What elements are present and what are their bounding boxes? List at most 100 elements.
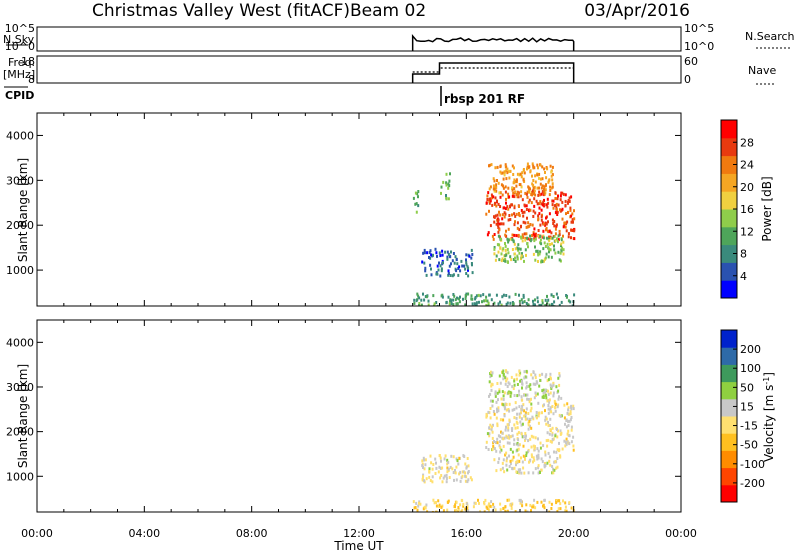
power-cell (516, 221, 519, 225)
power-cell (557, 296, 559, 300)
power-cell (557, 250, 560, 254)
velocity-cell (515, 406, 518, 410)
velocity-cell (529, 409, 532, 413)
velocity-cell (516, 426, 519, 430)
power-cell (526, 167, 528, 171)
power-panel: Slant Range [km] 1000 2000 3000 4000 (6, 112, 682, 307)
velocity-cell (443, 457, 446, 461)
velocity-cell (549, 406, 552, 410)
velocity-cell (502, 444, 505, 448)
velocity-cell (506, 371, 509, 375)
velocity-cell (528, 419, 531, 423)
velocity-cell (433, 501, 436, 505)
velocity-cell (464, 474, 467, 478)
power-cell (428, 251, 431, 254)
velocity-cell (520, 411, 522, 415)
power-cell (530, 201, 533, 205)
power-cell (559, 198, 562, 202)
velocity-cell (525, 454, 528, 457)
power-cell (543, 185, 546, 189)
velocity-cell (521, 460, 524, 464)
velocity-cell (570, 404, 573, 408)
velocity-cell (473, 501, 476, 505)
velocity-cell (464, 507, 467, 511)
power-cell (499, 165, 502, 169)
power-cell (489, 224, 492, 228)
velocity-cell (523, 376, 526, 380)
velocity-cell (530, 453, 533, 457)
power-cell (513, 233, 516, 237)
power-cell (417, 195, 419, 199)
power-cell (551, 173, 554, 177)
velocity-cell (485, 440, 488, 444)
velocity-cell (546, 444, 549, 448)
velocity-heatmap (412, 369, 575, 512)
velocity-cell (549, 428, 552, 432)
power-cell (463, 264, 465, 268)
velocity-cell (489, 416, 492, 420)
power-yticks: 1000 2000 3000 4000 (6, 129, 681, 277)
velocity-cell (524, 417, 527, 421)
power-cell (553, 248, 556, 252)
velocity-cell (534, 376, 537, 380)
velocity-cell (486, 414, 488, 418)
power-cell (415, 299, 418, 303)
nave-trace (412, 67, 574, 73)
velocity-cell (524, 413, 527, 417)
power-cell (528, 198, 531, 202)
power-cell (543, 241, 546, 245)
velocity-cell (543, 403, 545, 407)
power-cell (498, 243, 501, 247)
power-cell (550, 170, 553, 174)
power-cell (488, 201, 491, 205)
power-cell (547, 180, 550, 184)
power-cell (465, 261, 468, 265)
velocity-cell (521, 380, 523, 383)
power-cell (541, 203, 544, 207)
power-cell (467, 268, 469, 272)
velocity-xticks: 00:00 04:00 08:00 12:00 16:00 20:00 00:00 (21, 320, 697, 540)
velocity-cell (502, 377, 505, 381)
power-cell (520, 298, 523, 302)
velocity-cell (520, 432, 523, 436)
power-cell (509, 237, 512, 241)
velocity-cell (515, 373, 518, 377)
velocity-cell (488, 394, 490, 398)
power-cell (531, 162, 534, 166)
power-cell (531, 223, 534, 227)
velocity-cell (492, 444, 495, 448)
power-cell (507, 227, 510, 231)
power-cell (451, 259, 454, 263)
power-cell (512, 240, 515, 244)
velocity-cell (457, 462, 460, 466)
velocity-cell (474, 501, 477, 505)
velocity-cell (512, 455, 515, 459)
velocity-cell (534, 467, 537, 471)
power-cell (515, 179, 518, 183)
velocity-cell (467, 471, 469, 475)
velocity-cell (568, 419, 571, 423)
velocity-cell (438, 454, 441, 458)
power-cell (516, 246, 519, 250)
power-cell (435, 301, 438, 304)
velocity-cell (548, 510, 551, 512)
power-cell (541, 301, 544, 305)
velocity-cell (527, 439, 530, 443)
velocity-cell (492, 410, 495, 413)
velocity-cell (563, 416, 566, 420)
velocity-cell (542, 391, 545, 394)
velocity-cell (549, 463, 552, 467)
power-cell (412, 196, 415, 200)
power-cell (571, 304, 574, 306)
power-cell (493, 185, 496, 189)
velocity-cell (521, 504, 524, 508)
power-cell (505, 302, 508, 306)
power-cell (458, 300, 461, 304)
power-cell (485, 295, 488, 299)
velocity-cell (529, 437, 532, 441)
velocity-cell (539, 471, 541, 474)
power-cell (572, 229, 574, 232)
velocity-cell (537, 401, 540, 405)
velocity-colorbar-swatch (721, 450, 737, 469)
power-cell (545, 222, 547, 226)
